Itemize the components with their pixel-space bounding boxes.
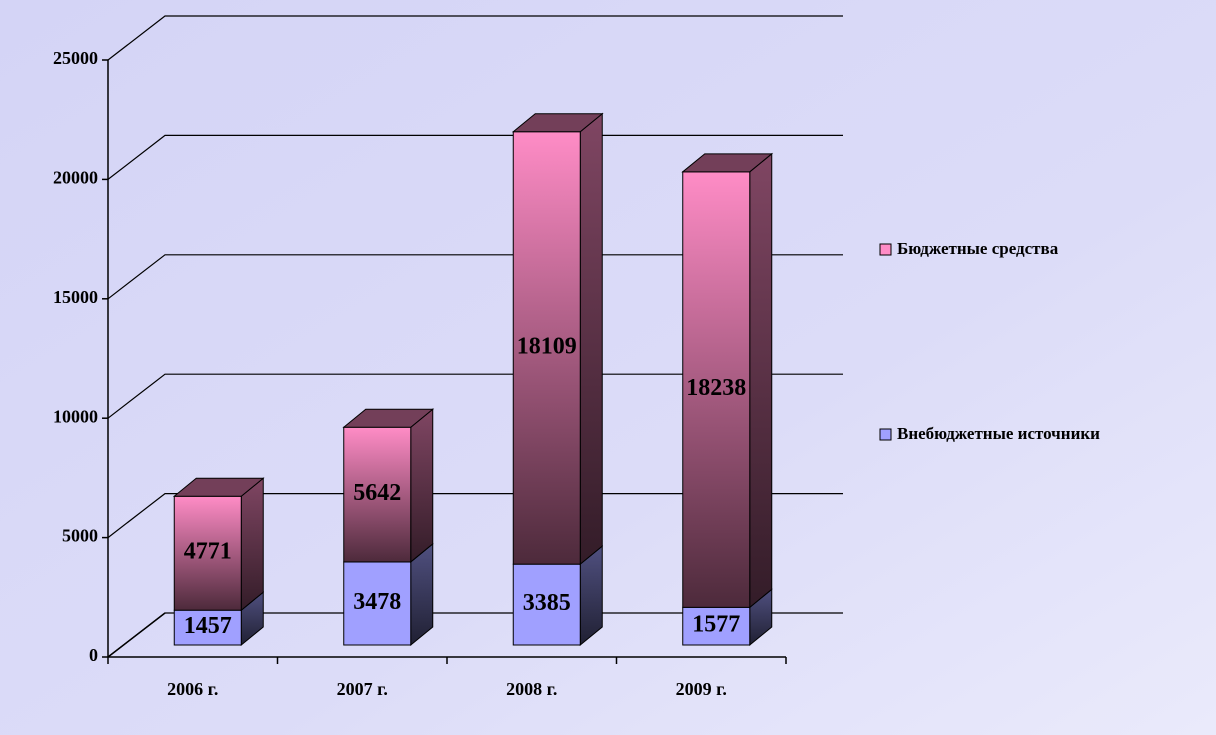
y-tick-label: 10000 [53, 406, 98, 426]
x-tick-label: 2006 г. [167, 679, 218, 699]
legend-label: Внебюджетные источники [897, 424, 1100, 443]
x-tick-label: 2009 г. [676, 679, 727, 699]
bar-side [749, 152, 773, 609]
data-label: 5642 [353, 480, 401, 506]
bar-segment [511, 112, 604, 566]
data-label: 3385 [523, 590, 571, 616]
y-tick-label: 25000 [53, 48, 98, 68]
bar-segment [512, 545, 603, 647]
bar-side [579, 112, 603, 566]
bar [682, 606, 751, 646]
data-label: 18238 [686, 375, 746, 401]
grid-line [107, 134, 843, 180]
legend-swatch [879, 243, 892, 256]
bar-segment [681, 152, 774, 609]
bar [682, 171, 751, 608]
bar-segment [172, 477, 265, 612]
grid-line [107, 612, 843, 658]
y-tick-label: 5000 [62, 526, 98, 546]
bar-segment [342, 408, 435, 564]
y-tick-label: 0 [89, 645, 98, 665]
data-label: 3478 [353, 589, 401, 615]
bar-top [681, 153, 774, 173]
data-label: 1577 [692, 612, 740, 638]
bar-top [342, 408, 435, 428]
data-label: 18109 [517, 333, 577, 359]
grid-line [107, 15, 843, 61]
y-tick-label: 15000 [53, 287, 98, 307]
bar [343, 426, 412, 563]
legend-label: Бюджетные средства [897, 239, 1059, 258]
bar [512, 131, 581, 565]
bar-side [410, 408, 434, 564]
bar-side [240, 477, 264, 612]
bar [173, 495, 242, 611]
bar [343, 561, 412, 646]
bar-segment [343, 542, 434, 647]
data-label: 4771 [184, 539, 232, 565]
bar [512, 563, 581, 646]
x-tick-label: 2008 г. [506, 679, 557, 699]
data-label: 1457 [184, 613, 232, 639]
y-tick-label: 20000 [53, 168, 98, 188]
grid-line [107, 373, 843, 419]
bar-top [172, 477, 265, 497]
legend-swatch [879, 428, 892, 441]
x-tick-label: 2007 г. [337, 679, 388, 699]
grid-line [107, 254, 843, 300]
grid-line [107, 493, 843, 539]
bar-top [511, 113, 604, 133]
